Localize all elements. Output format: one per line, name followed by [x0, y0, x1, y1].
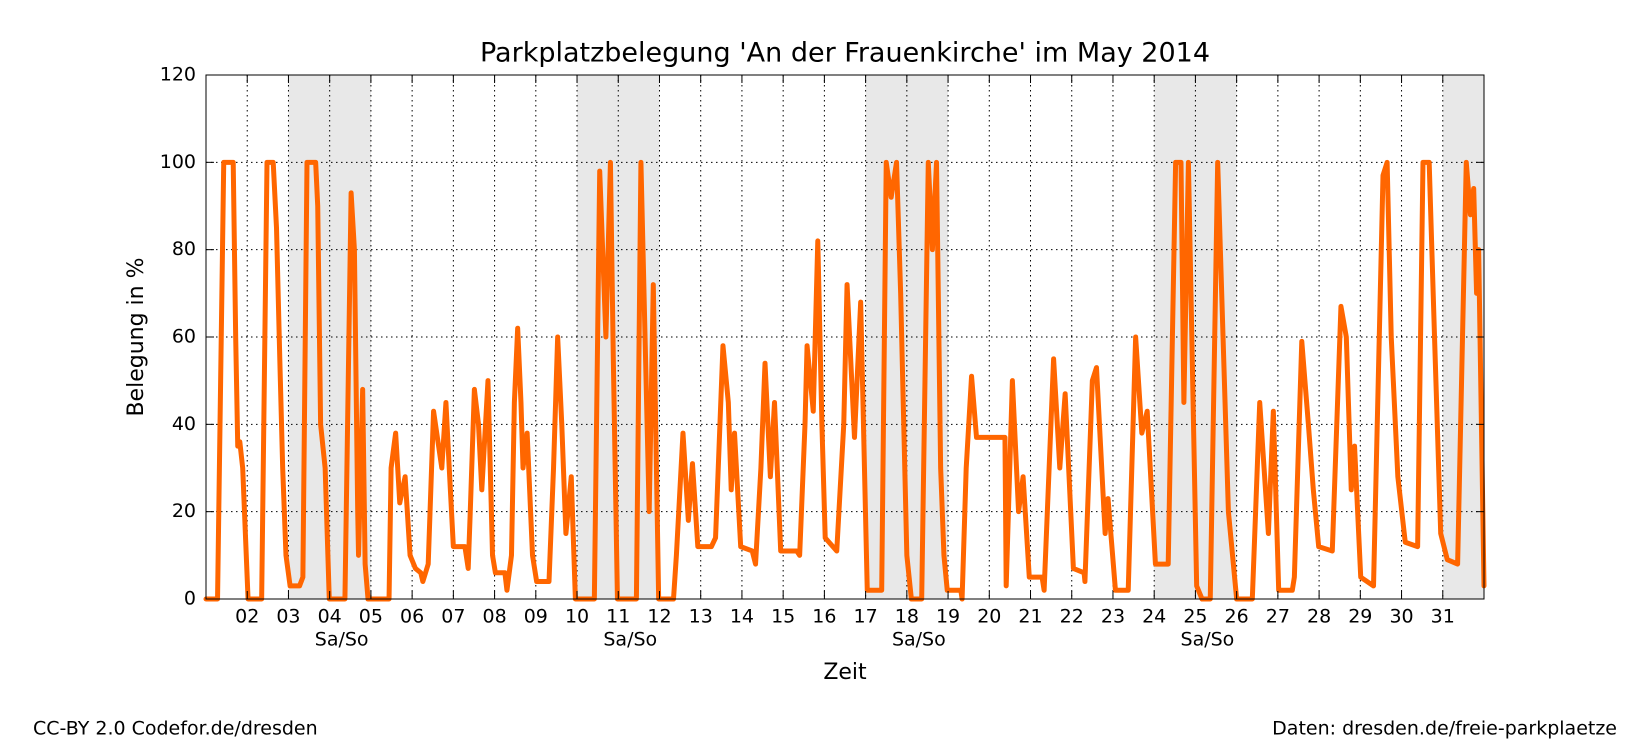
x-tick-label: 26 — [1225, 606, 1249, 628]
x-tick-label: 02 — [235, 606, 259, 628]
x-tick-label: 25 — [1183, 606, 1207, 628]
weekend-label: Sa/So — [892, 629, 946, 651]
x-tick-label: 13 — [689, 606, 713, 628]
line-layer — [203, 159, 1487, 602]
x-tick-label: 04 — [318, 606, 342, 628]
x-tick-label: 15 — [771, 606, 795, 628]
x-tick-label: 27 — [1266, 606, 1290, 628]
weekend-label: Sa/So — [315, 629, 369, 651]
x-tick-label: 05 — [359, 606, 383, 628]
weekend-label: Sa/So — [1181, 629, 1235, 651]
x-tick-label: 28 — [1307, 606, 1331, 628]
x-tick-label: 11 — [606, 606, 630, 628]
y-tick-label: 60 — [172, 326, 196, 348]
x-tick-label: 31 — [1431, 606, 1455, 628]
x-tick-label: 24 — [1142, 606, 1166, 628]
x-tick-label: 07 — [441, 606, 465, 628]
x-tick-label: 29 — [1348, 606, 1372, 628]
x-tick-label: 14 — [730, 606, 754, 628]
x-tick-label: 03 — [276, 606, 300, 628]
x-tick-label: 08 — [482, 606, 506, 628]
x-tick-label: 21 — [1018, 606, 1042, 628]
x-tick-label: 10 — [565, 606, 589, 628]
footer-right: Daten: dresden.de/freie-parkplaetze — [1272, 718, 1617, 740]
occupancy-line — [203, 159, 1487, 602]
x-axis-label: Zeit — [823, 660, 867, 685]
y-axis-label: Belegung in % — [124, 257, 149, 416]
x-tick-label: 30 — [1389, 606, 1413, 628]
x-tick-label: 12 — [647, 606, 671, 628]
x-tick-label: 06 — [400, 606, 424, 628]
x-tick-label: 20 — [977, 606, 1001, 628]
y-tick-label: 0 — [184, 588, 196, 610]
footer-left: CC-BY 2.0 Codefor.de/dresden — [33, 718, 318, 740]
y-tick-label: 120 — [160, 64, 196, 86]
y-tick-label: 100 — [160, 151, 196, 173]
x-tick-label: 09 — [524, 606, 548, 628]
x-tick-label: 18 — [895, 606, 919, 628]
x-tick-label: 19 — [936, 606, 960, 628]
x-tick-label: 23 — [1101, 606, 1125, 628]
tick-layer: Sa/So Sa/So Sa/So Sa/So 0 20 40 60 80 100 120 02 03 0… — [160, 64, 1484, 651]
y-tick-label: 40 — [172, 413, 196, 435]
weekend-label: Sa/So — [603, 629, 657, 651]
x-tick-label: 17 — [854, 606, 878, 628]
x-tick-label: 22 — [1060, 606, 1084, 628]
x-tick-label: 16 — [812, 606, 836, 628]
y-tick-label: 80 — [172, 238, 196, 260]
chart-title: Parkplatzbelegung 'An der Frauenkirche' … — [480, 38, 1210, 69]
y-tick-label: 20 — [172, 500, 196, 522]
